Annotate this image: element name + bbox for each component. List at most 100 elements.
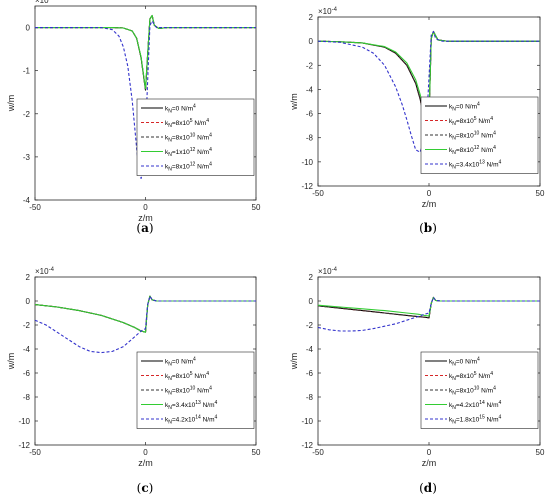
multiplier-exponent: -4 [332, 267, 338, 273]
legend-k: k [449, 118, 453, 125]
legend-unit-exponent: 4 [499, 415, 502, 421]
legend-entry-0: kN=0 N/m4 [449, 102, 480, 113]
axis-multiplier: ×10-4 [318, 267, 338, 276]
y-tick-label: 0 [309, 37, 314, 46]
legend-mantissa: 0 [460, 104, 464, 111]
legend-k-subscript: N [168, 405, 172, 411]
legend-k-subscript: N [452, 107, 456, 113]
x-axis-label: z/m [422, 458, 437, 468]
y-tick-label: -8 [306, 134, 314, 143]
x-tick-label: 50 [252, 448, 261, 457]
legend-entry-4: kN=3.4x1013 N/m4 [449, 160, 502, 171]
legend-exponent: 13 [195, 400, 201, 406]
legend-equals: = [456, 402, 460, 409]
multiplier-base: ×10 [35, 0, 49, 5]
legend-equals: = [456, 118, 460, 125]
legend-unit: N/m [195, 149, 209, 156]
legend-exponent: 5 [190, 118, 193, 124]
y-tick-label: -6 [23, 369, 31, 378]
legend-unit-exponent: 4 [493, 131, 496, 137]
legend-k: k [165, 373, 169, 380]
legend-k-subscript: N [452, 150, 456, 156]
y-tick-label: 2 [26, 273, 31, 282]
legend-k: k [449, 373, 453, 380]
y-tick-label: -4 [23, 196, 31, 205]
legend-mantissa: 8x10 [460, 133, 474, 140]
panel-caption: (d) [419, 481, 437, 495]
legend-unit: N/m [195, 135, 209, 142]
x-tick-label: 50 [536, 189, 545, 198]
legend-k: k [165, 388, 169, 395]
y-tick-label: -12 [301, 441, 313, 450]
x-tick-label: 50 [252, 203, 261, 212]
y-tick-label: -12 [301, 182, 313, 191]
caption-close: ) [432, 221, 437, 235]
legend-unit: N/m [485, 162, 499, 169]
multiplier-base: ×10 [35, 267, 49, 276]
y-tick-label: -8 [306, 393, 314, 402]
legend-k-subscript: N [168, 123, 172, 129]
y-tick-label: -4 [306, 345, 314, 354]
legend-exponent: 10 [190, 133, 196, 139]
multiplier-exponent: -4 [332, 7, 338, 13]
y-tick-label: -2 [23, 110, 31, 119]
x-axis-label: z/m [138, 458, 153, 468]
x-tick-label: 0 [143, 448, 148, 457]
legend-k-subscript: N [168, 420, 172, 426]
legend-k-subscript: N [452, 376, 456, 382]
legend-unit: N/m [193, 120, 207, 127]
y-tick-label: -2 [306, 61, 314, 70]
legend-exponent: 13 [479, 160, 485, 166]
legend-k: k [165, 106, 169, 113]
legend-mantissa: 8x10 [176, 373, 190, 380]
legend-unit: N/m [485, 417, 499, 424]
legend-equals: = [456, 147, 460, 154]
legend-unit-exponent: 4 [209, 133, 212, 139]
legend-unit-exponent: 4 [209, 386, 212, 392]
legend-equals: = [172, 164, 176, 171]
legend-k-subscript: N [452, 136, 456, 142]
series-line-3 [35, 14, 256, 90]
legend-unit-exponent: 4 [493, 145, 496, 151]
legend-equals: = [456, 104, 460, 111]
y-axis-label: w/m [6, 353, 16, 371]
legend-equals: = [456, 359, 460, 366]
legend-entry-3: kN=3.4x1013 N/m4 [165, 400, 218, 411]
legend-exponent: 15 [479, 415, 485, 421]
legend-equals: = [172, 417, 176, 424]
legend-k-subscript: N [168, 376, 172, 382]
y-tick-label: -10 [301, 158, 313, 167]
y-tick-label: -2 [23, 321, 31, 330]
legend-mantissa: 8x10 [460, 388, 474, 395]
y-axis-label: w/m [289, 93, 299, 111]
legend-k-subscript: N [452, 391, 456, 397]
legend-unit: N/m [201, 402, 215, 409]
legend-unit: N/m [477, 118, 491, 125]
x-axis-label: z/m [138, 213, 153, 223]
legend-k-subscript: N [452, 420, 456, 426]
chart-b: 20-2-4-6-8-10-12-50 0 50z/mw/m×10-4kN=0 N/… [289, 7, 545, 235]
axis-multiplier: ×10-3 [35, 0, 55, 5]
legend-unit: N/m [179, 106, 193, 113]
legend-equals: = [172, 120, 176, 127]
caption-letter: c [141, 481, 148, 495]
legend-equals: = [172, 106, 176, 113]
caption-letter: d [424, 481, 433, 495]
caption-close: ) [149, 221, 154, 235]
legend-k: k [165, 402, 169, 409]
legend-entry-1: kN=8x105 N/m4 [165, 118, 209, 129]
chart-d: 20-2-4-6-8-10-12-50 0 50z/mw/m×10-4kN=0 N/… [289, 267, 545, 495]
caption-open: ( [419, 221, 424, 235]
multiplier-exponent: -4 [49, 267, 55, 273]
legend-k-subscript: N [452, 165, 456, 171]
legend-entry-3: kN=8x1012 N/m4 [449, 145, 496, 156]
caption-letter: a [141, 221, 149, 235]
legend-exponent: 14 [479, 400, 485, 406]
legend-k: k [165, 149, 169, 156]
legend-k: k [165, 359, 169, 366]
legend-mantissa: 8x10 [460, 147, 474, 154]
legend-unit-exponent: 4 [193, 104, 196, 110]
legend-equals: = [456, 417, 460, 424]
y-tick-label: 0 [26, 297, 31, 306]
